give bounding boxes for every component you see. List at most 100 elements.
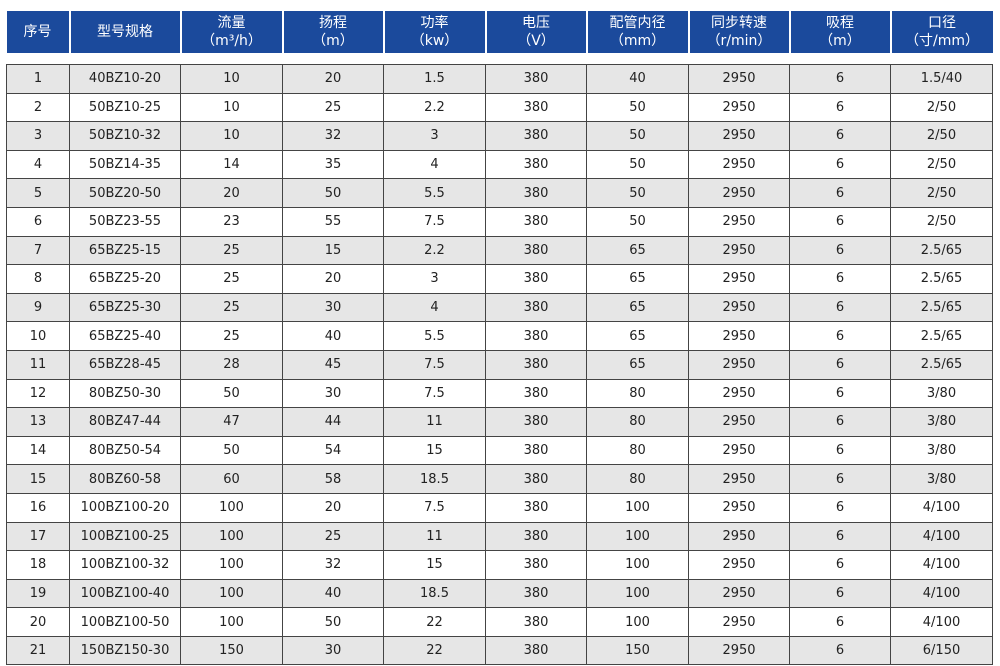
header-speed: 同步转速 （r/min） bbox=[688, 11, 791, 53]
table-body: 1 40BZ10-20 10 20 1.5 380 40 2950 6 1.5/40 2 50BZ10… bbox=[6, 64, 993, 666]
cell-serial-no: 3 bbox=[6, 121, 70, 151]
cell-model: 65BZ25-20 bbox=[69, 264, 181, 294]
cell-head: 30 bbox=[282, 378, 384, 409]
table-row: 17 100BZ100-25 100 25 11 380 100 2950 6 4/100 bbox=[6, 521, 993, 552]
table-row: 20 100BZ100-50 100 50 22 380 100 2950 6 4/100 bbox=[6, 607, 993, 637]
cell-suction: 6 bbox=[789, 178, 891, 208]
cell-pipe-diameter: 80 bbox=[586, 378, 689, 409]
header-unit: （m） bbox=[819, 33, 861, 49]
cell-flow: 50 bbox=[180, 435, 283, 466]
cell-pipe-diameter: 65 bbox=[586, 349, 689, 380]
cell-suction: 6 bbox=[789, 635, 891, 666]
cell-suction: 6 bbox=[789, 407, 891, 437]
cell-head: 40 bbox=[282, 578, 384, 609]
cell-serial-no: 8 bbox=[6, 264, 70, 294]
cell-flow: 100 bbox=[180, 550, 283, 580]
cell-speed: 2950 bbox=[688, 321, 790, 351]
cell-flow: 23 bbox=[180, 206, 283, 237]
table-row: 14 80BZ50-54 50 54 15 380 80 2950 6 3/80 bbox=[6, 435, 993, 466]
table-row: 19 100BZ100-40 100 40 18.5 380 100 2950 6 4/100 bbox=[6, 578, 993, 609]
cell-flow: 25 bbox=[180, 292, 283, 323]
cell-pipe-diameter: 65 bbox=[586, 235, 689, 266]
cell-pipe-diameter: 50 bbox=[586, 178, 689, 208]
cell-serial-no: 11 bbox=[6, 349, 70, 380]
cell-suction: 6 bbox=[789, 492, 891, 523]
cell-flow: 100 bbox=[180, 607, 283, 637]
cell-caliber: 3/80 bbox=[890, 378, 993, 409]
cell-speed: 2950 bbox=[688, 492, 790, 523]
cell-voltage: 380 bbox=[485, 521, 587, 552]
cell-pipe-diameter: 100 bbox=[586, 550, 689, 580]
cell-suction: 6 bbox=[789, 578, 891, 609]
cell-model: 65BZ25-15 bbox=[69, 235, 181, 266]
cell-model: 80BZ50-30 bbox=[69, 378, 181, 409]
header-serial-no: 序号 bbox=[6, 11, 71, 53]
cell-voltage: 380 bbox=[485, 149, 587, 180]
cell-speed: 2950 bbox=[688, 149, 790, 180]
cell-head: 54 bbox=[282, 435, 384, 466]
cell-speed: 2950 bbox=[688, 121, 790, 151]
cell-flow: 10 bbox=[180, 121, 283, 151]
cell-speed: 2950 bbox=[688, 92, 790, 123]
cell-flow: 47 bbox=[180, 407, 283, 437]
cell-suction: 6 bbox=[789, 521, 891, 552]
cell-pipe-diameter: 50 bbox=[586, 206, 689, 237]
cell-model: 40BZ10-20 bbox=[69, 64, 181, 94]
cell-voltage: 380 bbox=[485, 464, 587, 494]
cell-power: 15 bbox=[383, 550, 486, 580]
cell-head: 44 bbox=[282, 407, 384, 437]
cell-speed: 2950 bbox=[688, 607, 790, 637]
cell-speed: 2950 bbox=[688, 521, 790, 552]
cell-head: 15 bbox=[282, 235, 384, 266]
cell-serial-no: 13 bbox=[6, 407, 70, 437]
cell-pipe-diameter: 65 bbox=[586, 321, 689, 351]
cell-caliber: 3/80 bbox=[890, 435, 993, 466]
cell-model: 80BZ47-44 bbox=[69, 407, 181, 437]
cell-caliber: 2.5/65 bbox=[890, 349, 993, 380]
cell-speed: 2950 bbox=[688, 578, 790, 609]
cell-model: 100BZ100-40 bbox=[69, 578, 181, 609]
cell-caliber: 6/150 bbox=[890, 635, 993, 666]
cell-voltage: 380 bbox=[485, 607, 587, 637]
header-line1: 口径 bbox=[928, 15, 956, 31]
pump-spec-table: 序号 型号规格 流量 （m³/h） 扬程 （m） 功率 （kw） 电压 （V） 配管内径… bbox=[6, 11, 993, 666]
cell-power: 3 bbox=[383, 121, 486, 151]
cell-caliber: 2/50 bbox=[890, 92, 993, 123]
cell-flow: 60 bbox=[180, 464, 283, 494]
cell-voltage: 380 bbox=[485, 492, 587, 523]
cell-head: 35 bbox=[282, 149, 384, 180]
cell-flow: 100 bbox=[180, 521, 283, 552]
cell-speed: 2950 bbox=[688, 464, 790, 494]
cell-power: 7.5 bbox=[383, 349, 486, 380]
cell-power: 2.2 bbox=[383, 92, 486, 123]
cell-speed: 2950 bbox=[688, 407, 790, 437]
header-line1: 扬程 bbox=[319, 15, 347, 31]
table-row: 4 50BZ14-35 14 35 4 380 50 2950 6 2/50 bbox=[6, 149, 993, 180]
cell-speed: 2950 bbox=[688, 435, 790, 466]
cell-head: 40 bbox=[282, 321, 384, 351]
header-line1: 流量 bbox=[217, 15, 246, 31]
cell-power: 15 bbox=[383, 435, 486, 466]
cell-caliber: 2.5/65 bbox=[890, 292, 993, 323]
cell-voltage: 380 bbox=[485, 206, 587, 237]
cell-pipe-diameter: 100 bbox=[586, 521, 689, 552]
table-row: 12 80BZ50-30 50 30 7.5 380 80 2950 6 3/80 bbox=[6, 378, 993, 409]
cell-caliber: 4/100 bbox=[890, 521, 993, 552]
cell-serial-no: 1 bbox=[6, 64, 70, 94]
cell-voltage: 380 bbox=[485, 64, 587, 94]
cell-voltage: 380 bbox=[485, 378, 587, 409]
spacer bbox=[6, 53, 993, 65]
cell-power: 4 bbox=[383, 292, 486, 323]
cell-power: 5.5 bbox=[383, 178, 486, 208]
header-unit: （m³/h） bbox=[201, 33, 262, 49]
cell-voltage: 380 bbox=[485, 349, 587, 380]
header-line1: 功率 bbox=[420, 15, 449, 31]
cell-caliber: 3/80 bbox=[890, 464, 993, 494]
table-header: 序号 型号规格 流量 （m³/h） 扬程 （m） 功率 （kw） 电压 （V） 配管内径… bbox=[6, 11, 993, 53]
cell-speed: 2950 bbox=[688, 378, 790, 409]
cell-power: 11 bbox=[383, 407, 486, 437]
header-caliber: 口径 （寸/mm） bbox=[890, 11, 993, 53]
header-unit: （m） bbox=[312, 33, 354, 49]
table-row: 18 100BZ100-32 100 32 15 380 100 2950 6 4/100 bbox=[6, 550, 993, 580]
cell-serial-no: 17 bbox=[6, 521, 70, 552]
